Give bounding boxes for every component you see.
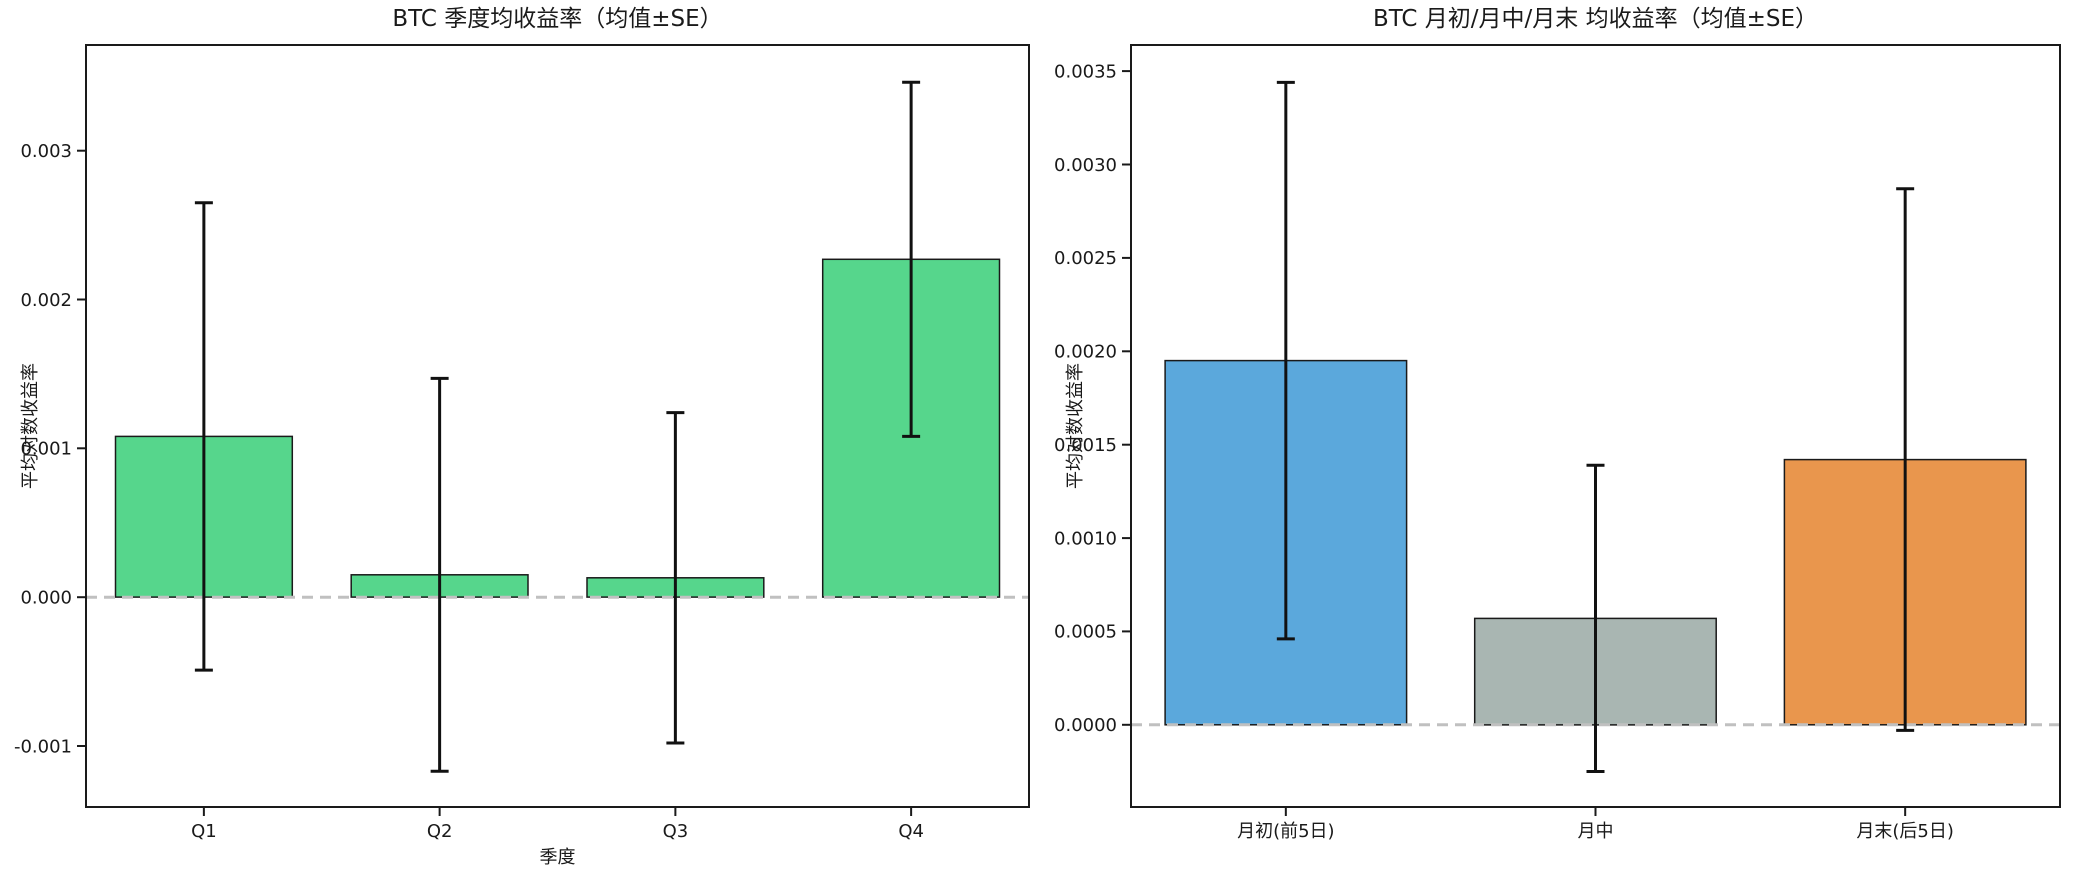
y-tick-label: 0.002	[20, 290, 72, 311]
axes-spines	[85, 44, 1030, 808]
y-axis-label-month-position: 平均对数收益率	[1065, 363, 1086, 489]
x-axis-label-quarterly: 季度	[539, 847, 576, 868]
chart-quarterly-returns: -0.001 0.000 0.001 0.002 0.003 Q1 Q2 Q3 Q4 BTC 季…	[14, 6, 1030, 868]
x-tick-label-Q4: Q4	[898, 821, 924, 842]
y-tick-label: 0.0015	[1054, 435, 1117, 456]
x-tick-label-月初(前5日): 月初(前5日)	[1237, 821, 1335, 842]
x-tick-label-月中: 月中	[1578, 821, 1614, 842]
chart-title-month-position: BTC 月初/月中/月末 均收益率（均值±SE）	[1372, 6, 1819, 32]
chart-month-position-returns: 0.0000 0.0005 0.0010 0.0015 0.0020 0.0025 0.00…	[1045, 0, 2085, 887]
y-tick-label: 0.0020	[1054, 342, 1117, 363]
y-tick-label: -0.001	[14, 736, 72, 757]
x-tick-label-Q3: Q3	[663, 821, 689, 842]
plot-area-quarterly: -0.001 0.000 0.001 0.002 0.003 Q1 Q2 Q3 Q4	[14, 44, 1030, 842]
y-tick-label: 0.001	[20, 439, 72, 460]
y-tick-label: 0.0025	[1054, 248, 1117, 269]
y-tick-label: 0.0030	[1054, 155, 1117, 176]
x-tick-label-Q2: Q2	[427, 821, 453, 842]
y-axis-label-quarterly: 平均对数收益率	[20, 363, 41, 489]
chart-title-quarterly: BTC 季度均收益率（均值±SE）	[392, 6, 723, 32]
y-tick-label: 0.0010	[1054, 528, 1117, 549]
y-tick-label: 0.003	[20, 141, 72, 162]
x-tick-label-Q1: Q1	[191, 821, 217, 842]
y-tick-label: 0.0035	[1054, 61, 1117, 82]
plot-area-month-position: 0.0000 0.0005 0.0010 0.0015 0.0020 0.0025 0.00…	[1054, 44, 2061, 842]
y-tick-label: 0.0005	[1054, 622, 1117, 643]
x-tick-label-月末(后5日): 月末(后5日)	[1856, 821, 1954, 842]
y-tick-label: 0.0000	[1054, 715, 1117, 736]
y-tick-label: 0.000	[20, 588, 72, 609]
